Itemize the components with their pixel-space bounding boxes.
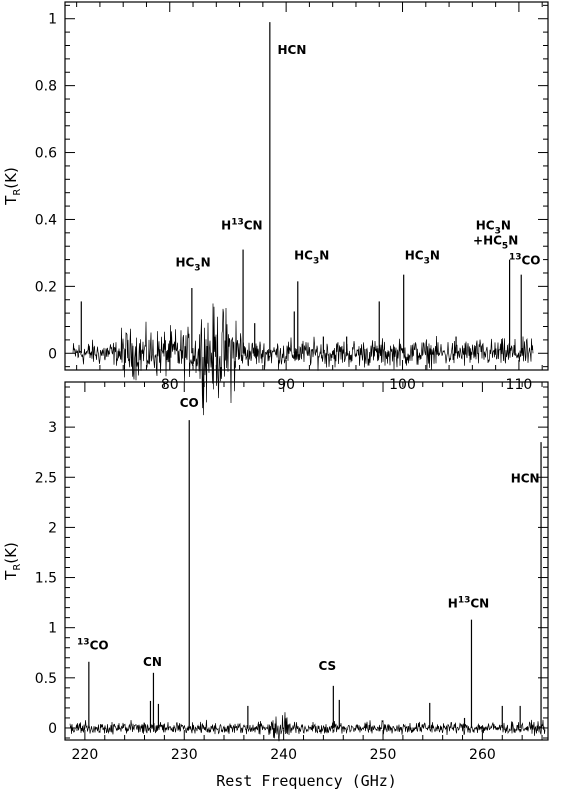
x-tick-label: 80 — [161, 377, 179, 393]
y-tick-label: 0.5 — [35, 671, 57, 687]
y-tick-label: 2.5 — [35, 470, 57, 486]
spectrum-baseline — [69, 712, 546, 742]
bottom-panel-1mm-spectrum: 220 230 240 250 260 0 0.5 1 1.5 2 2.5 3 TR(K) Rest Fr… — [2, 381, 549, 790]
y-tick-label: 2 — [48, 520, 57, 536]
x-tick-label: 110 — [506, 377, 533, 393]
x-tick-label: 220 — [72, 747, 99, 763]
y-tick-label: 0.8 — [35, 79, 57, 95]
line-annotation: HC3N — [294, 249, 329, 267]
top-panel-3mm-spectrum: 80 90 100 11000.20.40.60.81TR(K)HC3NH13CNHC… — [2, 1, 549, 416]
y-tick-label: 0.4 — [35, 212, 57, 228]
x-tick-label: 240 — [270, 747, 297, 763]
y-axis-label: TR(K) — [2, 167, 23, 206]
line-annotation: HC3N — [405, 249, 440, 267]
line-annotation: CS — [319, 659, 337, 673]
x-tick-label: 250 — [370, 747, 397, 763]
line-annotation: HC3N — [476, 218, 511, 236]
line-annotation: H13CN — [448, 596, 489, 611]
line-annotation: 13CO — [77, 638, 109, 653]
y-axis-label: TR(K) — [2, 542, 23, 581]
line-annotation: H13CN — [221, 217, 262, 232]
line-annotation: HCN — [277, 43, 306, 57]
x-axis-label: Rest Frequency (GHz) — [216, 772, 397, 790]
x-tick-label: 230 — [171, 747, 198, 763]
plot-frame — [64, 1, 549, 371]
y-tick-label: 1.5 — [35, 571, 57, 587]
line-annotation: CN — [143, 655, 162, 669]
y-tick-label: 1 — [48, 621, 57, 637]
line-annotation: 13CO — [509, 253, 541, 268]
line-annotation: +HC5N — [473, 234, 518, 252]
line-annotation: HCN — [511, 471, 540, 485]
x-tick-label: 90 — [277, 377, 295, 393]
y-tick-label: 0 — [48, 721, 57, 737]
y-tick-label: 0.6 — [35, 146, 57, 162]
spectrum-baseline — [72, 303, 534, 416]
plot-frame — [64, 381, 549, 741]
x-tick-label: 260 — [469, 747, 496, 763]
y-tick-label: 0 — [48, 346, 57, 362]
y-tick-label: 0.2 — [35, 279, 57, 295]
y-tick-label: 3 — [48, 420, 57, 436]
line-annotation: HC3N — [175, 255, 210, 273]
y-tick-label: 1 — [48, 12, 57, 28]
line-annotation: CO — [180, 396, 199, 410]
